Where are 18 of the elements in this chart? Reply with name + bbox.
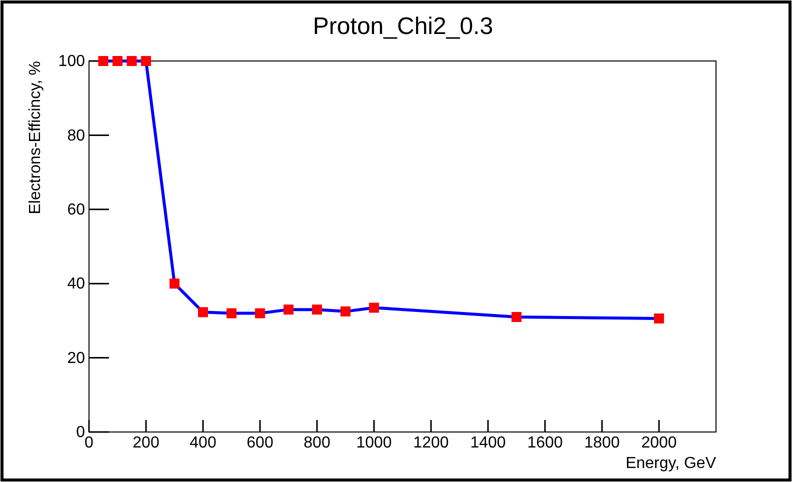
- x-tick-label: 1800: [584, 434, 620, 452]
- y-tick-label: 80: [67, 127, 86, 144]
- x-tick-label: 1200: [413, 434, 449, 452]
- y-tick-label: 20: [67, 350, 86, 367]
- y-axis-title: Electrons-Efficincy, %: [27, 61, 44, 214]
- x-tick-label: 1400: [470, 434, 506, 452]
- y-tick-label: 60: [67, 202, 86, 219]
- chart-title: Proton_Chi2_0.3: [312, 13, 494, 40]
- x-tick-label: 200: [132, 434, 160, 452]
- x-tick-label: 400: [190, 434, 216, 452]
- x-tick-label: 2000: [641, 434, 677, 452]
- x-tick-label: 1600: [527, 434, 563, 452]
- x-tick-label: 1000: [356, 434, 392, 452]
- y-tick-label: 40: [67, 276, 86, 293]
- x-axis-title: Energy, GeV: [626, 455, 716, 472]
- y-tick-label: 100: [58, 53, 86, 70]
- x-tick-label: 800: [304, 434, 330, 452]
- x-tick-label: 600: [246, 434, 274, 452]
